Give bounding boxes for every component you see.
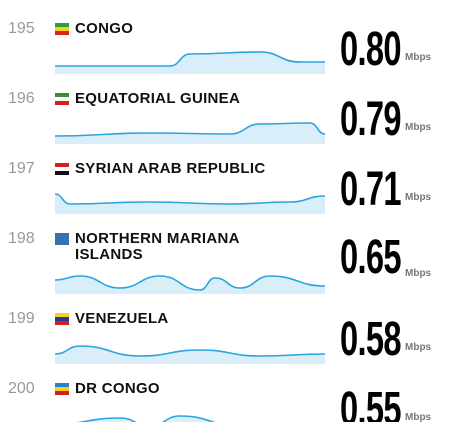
flag-stripe (55, 93, 69, 97)
speed-unit: Mbps (405, 52, 432, 63)
wave-fill (55, 194, 325, 214)
flag-stripe (55, 31, 69, 35)
rank: 198 (8, 230, 35, 247)
speed-value: 0.65 (340, 231, 401, 284)
country-name: CONGO (75, 20, 134, 37)
wave-line (76, 415, 216, 422)
wave-fill (81, 416, 214, 422)
wave-line (54, 122, 326, 137)
speed-value: 0.55 (340, 383, 401, 422)
flag-stripe (55, 391, 69, 395)
speed-value: 0.79 (340, 93, 401, 146)
country-name: VENEZUELA (75, 310, 169, 327)
country-name: EQUATORIAL GUINEA (75, 90, 241, 107)
flag-stripe (55, 97, 69, 101)
speed-unit: Mbps (405, 268, 432, 279)
speed-unit: Mbps (405, 192, 432, 203)
flag-stripe (55, 27, 69, 31)
flag-stripe (55, 313, 69, 317)
rank: 197 (8, 160, 35, 177)
flag-stripe (55, 321, 69, 325)
flag-stripe (55, 317, 69, 321)
wave-line (55, 51, 325, 67)
flag-stripe (55, 23, 69, 27)
wave-fill (55, 346, 325, 364)
flag-stripe (55, 167, 69, 171)
speed-value: 0.80 (340, 23, 401, 76)
rank: 199 (8, 310, 35, 327)
rank: 196 (8, 90, 35, 107)
rank: 195 (8, 20, 35, 37)
flag-stripe (55, 237, 69, 241)
flag-stripe (55, 383, 69, 387)
flag-stripe (55, 387, 69, 391)
speed-unit: Mbps (405, 342, 432, 353)
wave-line (54, 275, 326, 291)
speed-unit: Mbps (405, 412, 432, 422)
wave-fill (55, 52, 325, 74)
flag-stripe (55, 171, 69, 175)
country-name: SYRIAN ARAB REPUBLIC (75, 160, 266, 177)
flag-stripe (55, 163, 69, 167)
country-name: DR CONGO (75, 380, 160, 397)
speed-value: 0.71 (340, 163, 401, 216)
rank: 200 (8, 380, 35, 397)
wave-line (54, 345, 326, 357)
speed-value: 0.58 (340, 313, 401, 366)
flag-stripe (55, 241, 69, 245)
flag-stripe (55, 101, 69, 105)
speed-unit: Mbps (405, 122, 432, 133)
wave-line (54, 193, 326, 205)
flag-stripe (55, 233, 69, 237)
country-name: NORTHERN MARIANA ISLANDS (75, 230, 240, 263)
